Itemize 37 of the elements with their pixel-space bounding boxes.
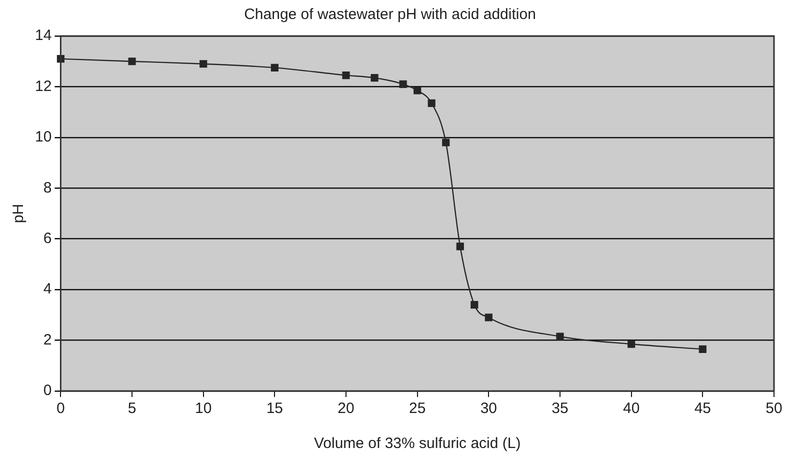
x-tick-label: 40 [622, 400, 640, 418]
x-tick-label: 50 [766, 400, 782, 418]
point [556, 332, 564, 340]
chart-title: Change of wastewater pH with acid addition [244, 6, 536, 24]
point [628, 340, 636, 348]
point [128, 58, 136, 66]
x-tick-label: 25 [409, 400, 426, 418]
y-tick-label: 12 [34, 78, 52, 95]
point [270, 64, 278, 72]
x-tick-label: 0 [56, 400, 65, 418]
point [370, 74, 378, 82]
y-tick-label: 14 [34, 27, 52, 44]
x-tick-label: 10 [195, 400, 212, 418]
point [399, 80, 407, 88]
point [200, 60, 208, 68]
point [442, 138, 450, 146]
point [470, 301, 478, 309]
x-tick-label: 15 [266, 400, 284, 418]
point [414, 86, 422, 94]
y-tick-label: 10 [34, 128, 52, 146]
y-axis-title: pH [10, 204, 28, 224]
y-tick-label: 2 [43, 331, 52, 348]
y-tick-label: 0 [43, 382, 52, 400]
y-tick-label: 6 [43, 230, 52, 247]
point [698, 345, 706, 353]
y-tick-label: 4 [43, 280, 52, 298]
point [484, 314, 492, 322]
y-tick-label: 8 [43, 179, 52, 196]
x-axis-title: Volume of 33% sulfuric acid (L) [314, 435, 521, 452]
point [456, 242, 464, 250]
x-tick-label: 5 [128, 400, 136, 418]
x-tick-label: 20 [338, 400, 354, 418]
x-tick-label: 35 [552, 400, 568, 418]
x-tick-label: 45 [694, 400, 712, 418]
point [342, 72, 350, 80]
x-tick-label: 30 [480, 400, 498, 418]
point [428, 99, 436, 107]
